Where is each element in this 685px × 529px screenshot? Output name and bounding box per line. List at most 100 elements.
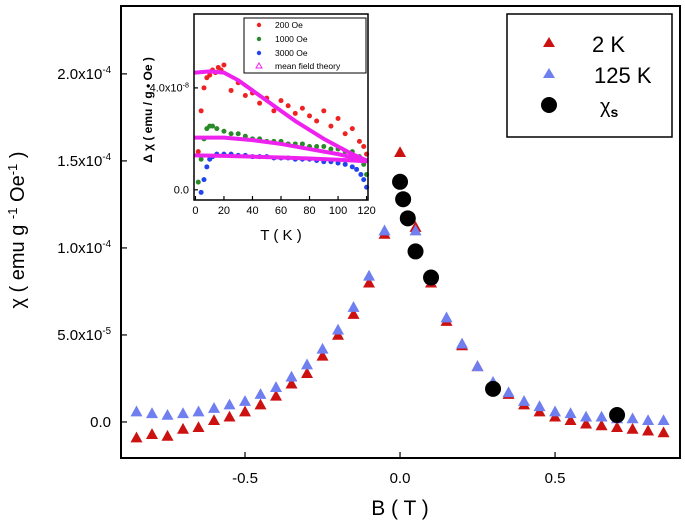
legend-label-125k: 125 K	[594, 63, 652, 88]
data-point	[363, 269, 376, 281]
y-tick-label: 0.0	[174, 185, 189, 197]
data-point	[195, 179, 201, 185]
data-point	[223, 398, 236, 410]
data-point	[485, 380, 502, 397]
x-tick-label: 60	[275, 205, 287, 217]
x-tick-label: 20	[218, 205, 230, 217]
data-point	[198, 189, 204, 195]
data-point	[201, 177, 207, 183]
data-point	[301, 367, 314, 379]
data-point	[198, 156, 204, 162]
inset-legend: 200 Oe 1000 Oe 3000 Oe mean field theory	[243, 17, 367, 74]
data-point	[228, 131, 234, 137]
data-point	[285, 103, 291, 109]
y-axis-label: χ ( emu g -1 Oe-1 )	[5, 151, 29, 308]
x-tick-label: 0.5	[545, 470, 566, 487]
data-point	[502, 386, 515, 398]
data-point	[201, 85, 207, 91]
data-point	[204, 164, 210, 170]
data-point	[395, 191, 412, 208]
data-point	[207, 72, 213, 78]
data-point	[609, 407, 626, 424]
y-tick-label: 1.0x10-4	[57, 239, 111, 257]
data-point	[254, 398, 267, 410]
legend-marker-chis	[541, 97, 557, 113]
mean-field-curve	[193, 69, 369, 163]
data-point	[392, 173, 409, 190]
data-point	[399, 210, 416, 227]
inset-x-axis-label: T ( K )	[260, 227, 301, 244]
data-point	[221, 62, 227, 68]
inset-legend-label-3000: 3000 Oe	[275, 48, 308, 58]
data-point	[278, 98, 284, 104]
data-point	[161, 409, 174, 420]
data-point	[657, 426, 670, 438]
legend-marker-2k	[543, 37, 555, 47]
y-tick-label: 0.0	[90, 414, 111, 431]
data-point	[270, 381, 283, 392]
data-point	[423, 269, 440, 286]
data-point	[407, 243, 424, 260]
data-point	[214, 126, 220, 132]
data-point	[192, 421, 205, 432]
data-point	[533, 400, 546, 412]
data-point	[642, 414, 655, 426]
x-axis-label: B ( T )	[371, 497, 429, 520]
data-point	[595, 419, 608, 431]
x-tick-label: -0.5	[232, 470, 258, 487]
data-point	[349, 164, 355, 170]
data-point	[192, 405, 205, 417]
inset-legend-marker-3000	[256, 50, 262, 56]
legend-marker-125k	[543, 68, 555, 78]
data-point	[307, 113, 313, 119]
data-point	[321, 143, 327, 149]
data-point	[328, 146, 334, 152]
data-point	[239, 395, 252, 406]
data-point	[314, 143, 320, 149]
data-point	[440, 311, 453, 323]
mean-field-curve	[193, 135, 369, 163]
data-point	[228, 87, 234, 93]
y-tick-label: 5.0x10-5	[57, 326, 111, 344]
data-point	[195, 149, 201, 155]
legend-label-2k: 2 K	[592, 32, 625, 57]
data-point	[223, 410, 236, 422]
data-point	[146, 407, 159, 419]
main-axes: -0.5 0.0 0.5 0.0 5.0x10-5 1.0x10-4 1.5x10-4 2.0…	[57, 65, 565, 487]
data-point	[316, 349, 329, 361]
data-point	[335, 115, 341, 121]
data-point	[332, 323, 345, 335]
data-point	[177, 422, 190, 434]
data-point	[626, 412, 639, 424]
data-point	[394, 146, 407, 157]
data-point	[347, 301, 360, 312]
data-point	[354, 166, 360, 172]
data-point	[299, 141, 305, 147]
inset-legend-label-200: 200 Oe	[275, 20, 303, 30]
data-point	[564, 407, 577, 419]
data-point	[301, 358, 314, 370]
data-point	[564, 414, 577, 426]
data-point	[361, 143, 367, 149]
data-point	[349, 126, 355, 132]
legend-label-chis: χs	[600, 96, 619, 120]
data-point	[271, 108, 277, 114]
data-point	[409, 224, 422, 236]
data-point	[161, 429, 174, 441]
data-point	[361, 177, 367, 183]
data-point	[611, 421, 624, 432]
main-legend: 2 K 125 K χs	[506, 13, 673, 138]
data-point	[130, 405, 143, 417]
data-point	[221, 128, 227, 134]
data-point	[626, 422, 639, 434]
data-point	[285, 377, 298, 389]
data-point	[595, 410, 608, 422]
data-point	[580, 410, 593, 422]
data-point	[257, 100, 263, 106]
data-point	[518, 395, 531, 406]
inset-legend-marker-1000	[256, 36, 262, 42]
data-point	[356, 138, 362, 144]
data-point	[210, 123, 216, 129]
inset-legend-marker-mft	[255, 62, 263, 69]
